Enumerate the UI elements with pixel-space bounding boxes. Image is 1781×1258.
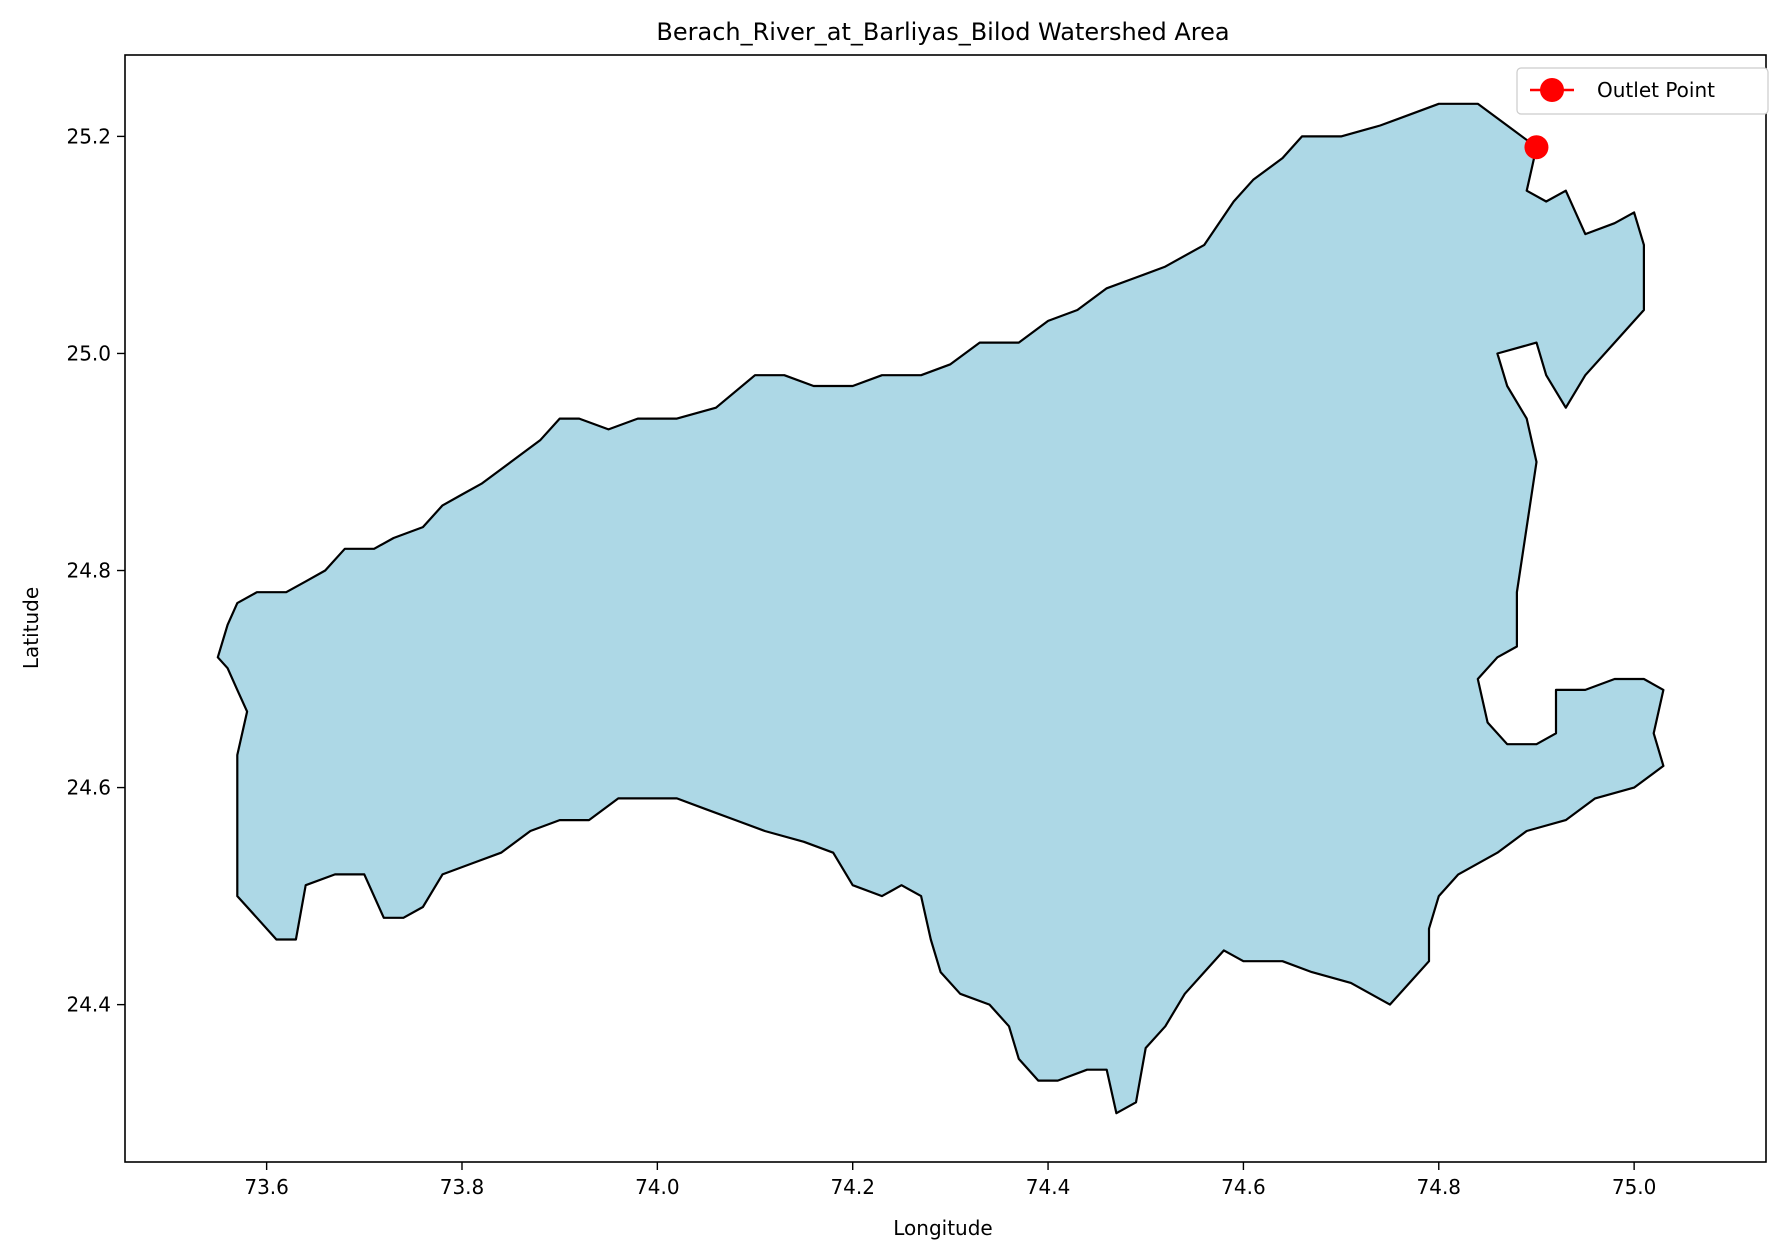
x-tick-label: 74.0: [635, 1175, 680, 1199]
x-tick-label: 73.8: [440, 1175, 485, 1199]
legend-frame: [1516, 67, 1769, 115]
y-axis-label: Latitude: [19, 587, 43, 669]
x-tick-label: 74.4: [1026, 1175, 1071, 1199]
chart-title: Berach_River_at_Barliyas_Bilod Watershed…: [656, 18, 1229, 46]
y-tick-label: 24.8: [66, 559, 111, 583]
legend-outlet-marker: [1540, 78, 1564, 102]
x-tick-label: 74.8: [1417, 1175, 1462, 1199]
x-tick-label: 74.6: [1221, 1175, 1266, 1199]
axes-frame: [124, 54, 1767, 1163]
y-tick-label: 24.4: [66, 993, 111, 1017]
plot-layer: 73.6 73.8 74.0 74.2 74.4 74.6 74.8 75.0 24.4 24.6…: [66, 54, 1767, 1199]
y-tick-label: 25.0: [66, 341, 111, 365]
x-tick-label: 75.0: [1612, 1175, 1657, 1199]
outlet-point-marker: [1524, 135, 1549, 160]
legend-outlet-label: Outlet Point: [1597, 78, 1715, 102]
y-tick-label: 24.6: [66, 776, 111, 800]
y-tick-label: 25.2: [66, 124, 111, 148]
x-axis-label: Longitude: [893, 1216, 992, 1240]
legend: Outlet Point: [1516, 67, 1769, 115]
x-tick-label: 74.2: [830, 1175, 875, 1199]
x-tick-label: 73.6: [244, 1175, 289, 1199]
watershed-polygon: [216, 102, 1665, 1115]
